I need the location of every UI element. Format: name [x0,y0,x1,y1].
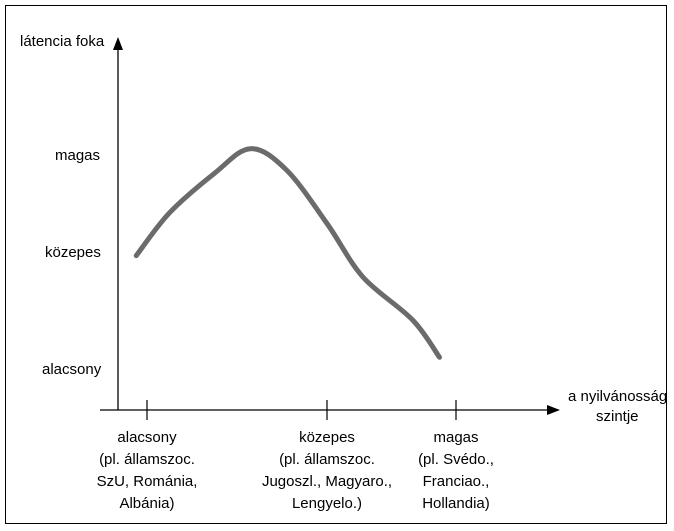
y-tick-label-medium: közepes [45,244,101,261]
x-category-high-line2: (pl. Svédo., [418,451,494,468]
x-category-medium-line2: (pl. államszoc. [279,451,375,468]
x-category-medium-line4: Lengyelo.) [292,495,362,512]
x-category-low-line3: SzU, Románia, [97,473,198,490]
chart-frame [5,5,667,524]
x-category-low-line4: Albánia) [119,495,174,512]
x-category-medium-line3: Jugoszl., Magyaro., [262,473,392,490]
x-category-high-line3: Franciao., [423,473,490,490]
x-category-high-line1: magas [433,429,478,446]
x-axis-arrow [547,405,560,415]
y-axis-arrow [113,37,123,50]
x-category-low-line2: (pl. államszoc. [99,451,195,468]
x-category-low-line1: alacsony [117,429,177,446]
x-category-medium: közepes (pl. államszoc. Jugoszl., Magyar… [262,429,392,512]
x-category-medium-line1: közepes [299,429,355,446]
x-axis-title-line2: szintje [596,408,639,425]
y-tick-label-high: magas [55,147,100,164]
x-category-high-line4: Hollandia) [422,495,490,512]
x-category-high: magas (pl. Svédo., Franciao., Hollandia) [418,429,494,512]
y-tick-label-low: alacsony [42,361,102,378]
x-category-low: alacsony (pl. államszoc. SzU, Románia, A… [97,429,198,512]
y-axis-title: látencia foka [20,33,105,50]
x-axis-title-line1: a nyilvánosság [568,388,667,405]
latency-curve [133,146,442,360]
